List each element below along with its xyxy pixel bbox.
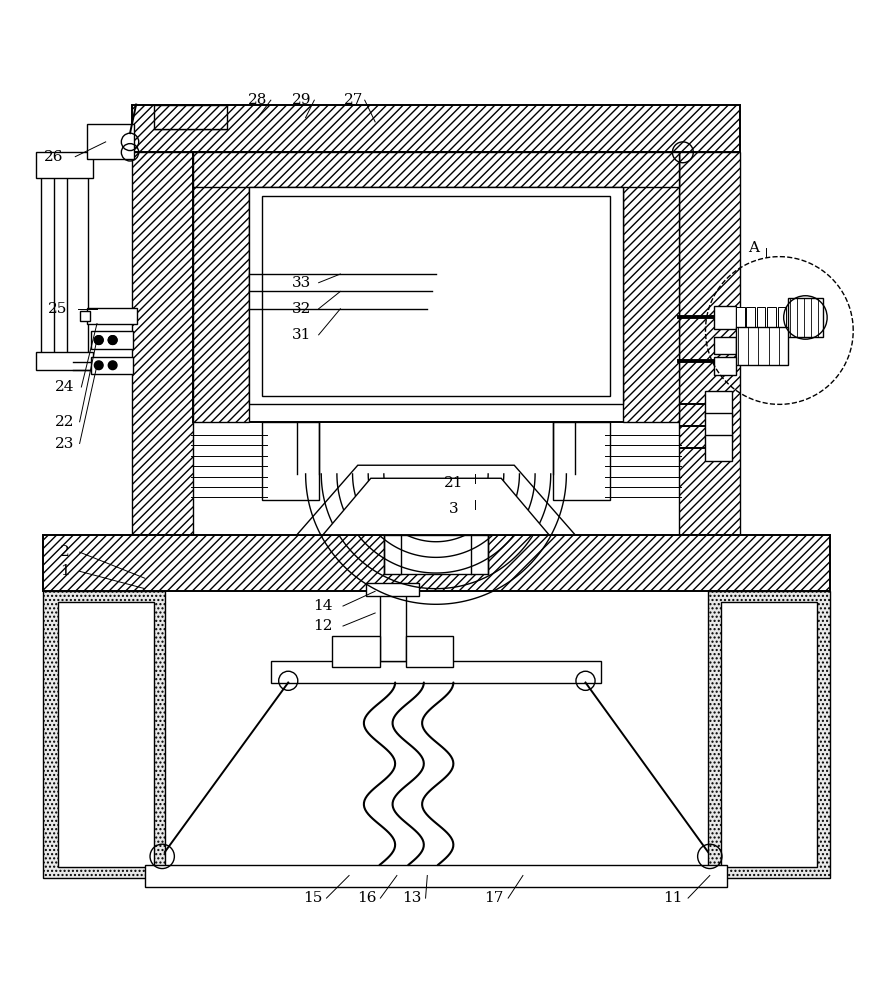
Circle shape [94,336,103,344]
Bar [714,337,736,354]
Circle shape [94,336,103,344]
Text: 13: 13 [402,891,421,905]
Bar [379,591,405,661]
Bar [705,413,732,439]
Bar [366,583,419,596]
Bar [132,152,193,552]
Bar [554,422,610,500]
Text: 15: 15 [303,891,323,905]
Text: 2: 2 [60,545,70,559]
Bar [262,196,610,396]
Bar [153,105,228,129]
Bar [193,152,249,422]
Bar [193,152,679,187]
Bar [714,306,736,329]
Text: 1: 1 [60,564,70,578]
Bar [86,308,137,324]
Bar [249,187,623,404]
Bar [405,636,453,667]
Bar [145,865,727,887]
Bar [778,307,787,328]
Polygon shape [323,478,549,535]
Bar [714,357,736,375]
Circle shape [94,361,103,370]
Bar [757,307,766,328]
Bar [91,331,133,349]
Bar [708,591,830,878]
Bar [767,307,776,328]
Bar [43,591,165,878]
Circle shape [108,336,117,344]
Bar [736,307,745,328]
Circle shape [108,361,117,370]
Bar [679,152,740,552]
Bar [91,357,133,374]
Text: 12: 12 [313,619,333,633]
Text: 21: 21 [444,476,463,490]
Bar [746,307,755,328]
Bar [331,636,379,667]
Bar [262,422,318,500]
Text: 16: 16 [357,891,376,905]
Bar [36,352,92,370]
Circle shape [108,336,117,344]
Text: A: A [748,241,759,255]
Text: 22: 22 [55,415,75,429]
Text: 32: 32 [291,302,311,316]
Text: 26: 26 [44,150,64,164]
Text: 29: 29 [291,93,311,107]
Bar [271,661,601,683]
Bar [623,152,679,422]
Bar [79,311,90,321]
Text: 28: 28 [249,93,268,107]
Text: 17: 17 [485,891,504,905]
Text: 27: 27 [344,93,363,107]
Text: 25: 25 [48,302,67,316]
Text: 14: 14 [313,599,333,613]
Bar [705,391,732,417]
Bar [788,298,823,337]
Bar [40,170,88,361]
Text: 3: 3 [448,502,458,516]
Bar [721,602,817,867]
Polygon shape [297,465,575,535]
Bar [193,152,679,422]
Bar [705,435,732,461]
Text: 33: 33 [291,276,311,290]
Text: 31: 31 [291,328,311,342]
Text: 11: 11 [664,891,683,905]
Bar [86,124,134,159]
Bar [132,105,740,152]
Bar [58,602,153,867]
Bar [384,535,488,574]
Text: 24: 24 [55,380,75,394]
Text: 23: 23 [55,437,74,451]
Bar [736,327,788,365]
Bar [36,152,92,178]
Bar [43,535,830,591]
